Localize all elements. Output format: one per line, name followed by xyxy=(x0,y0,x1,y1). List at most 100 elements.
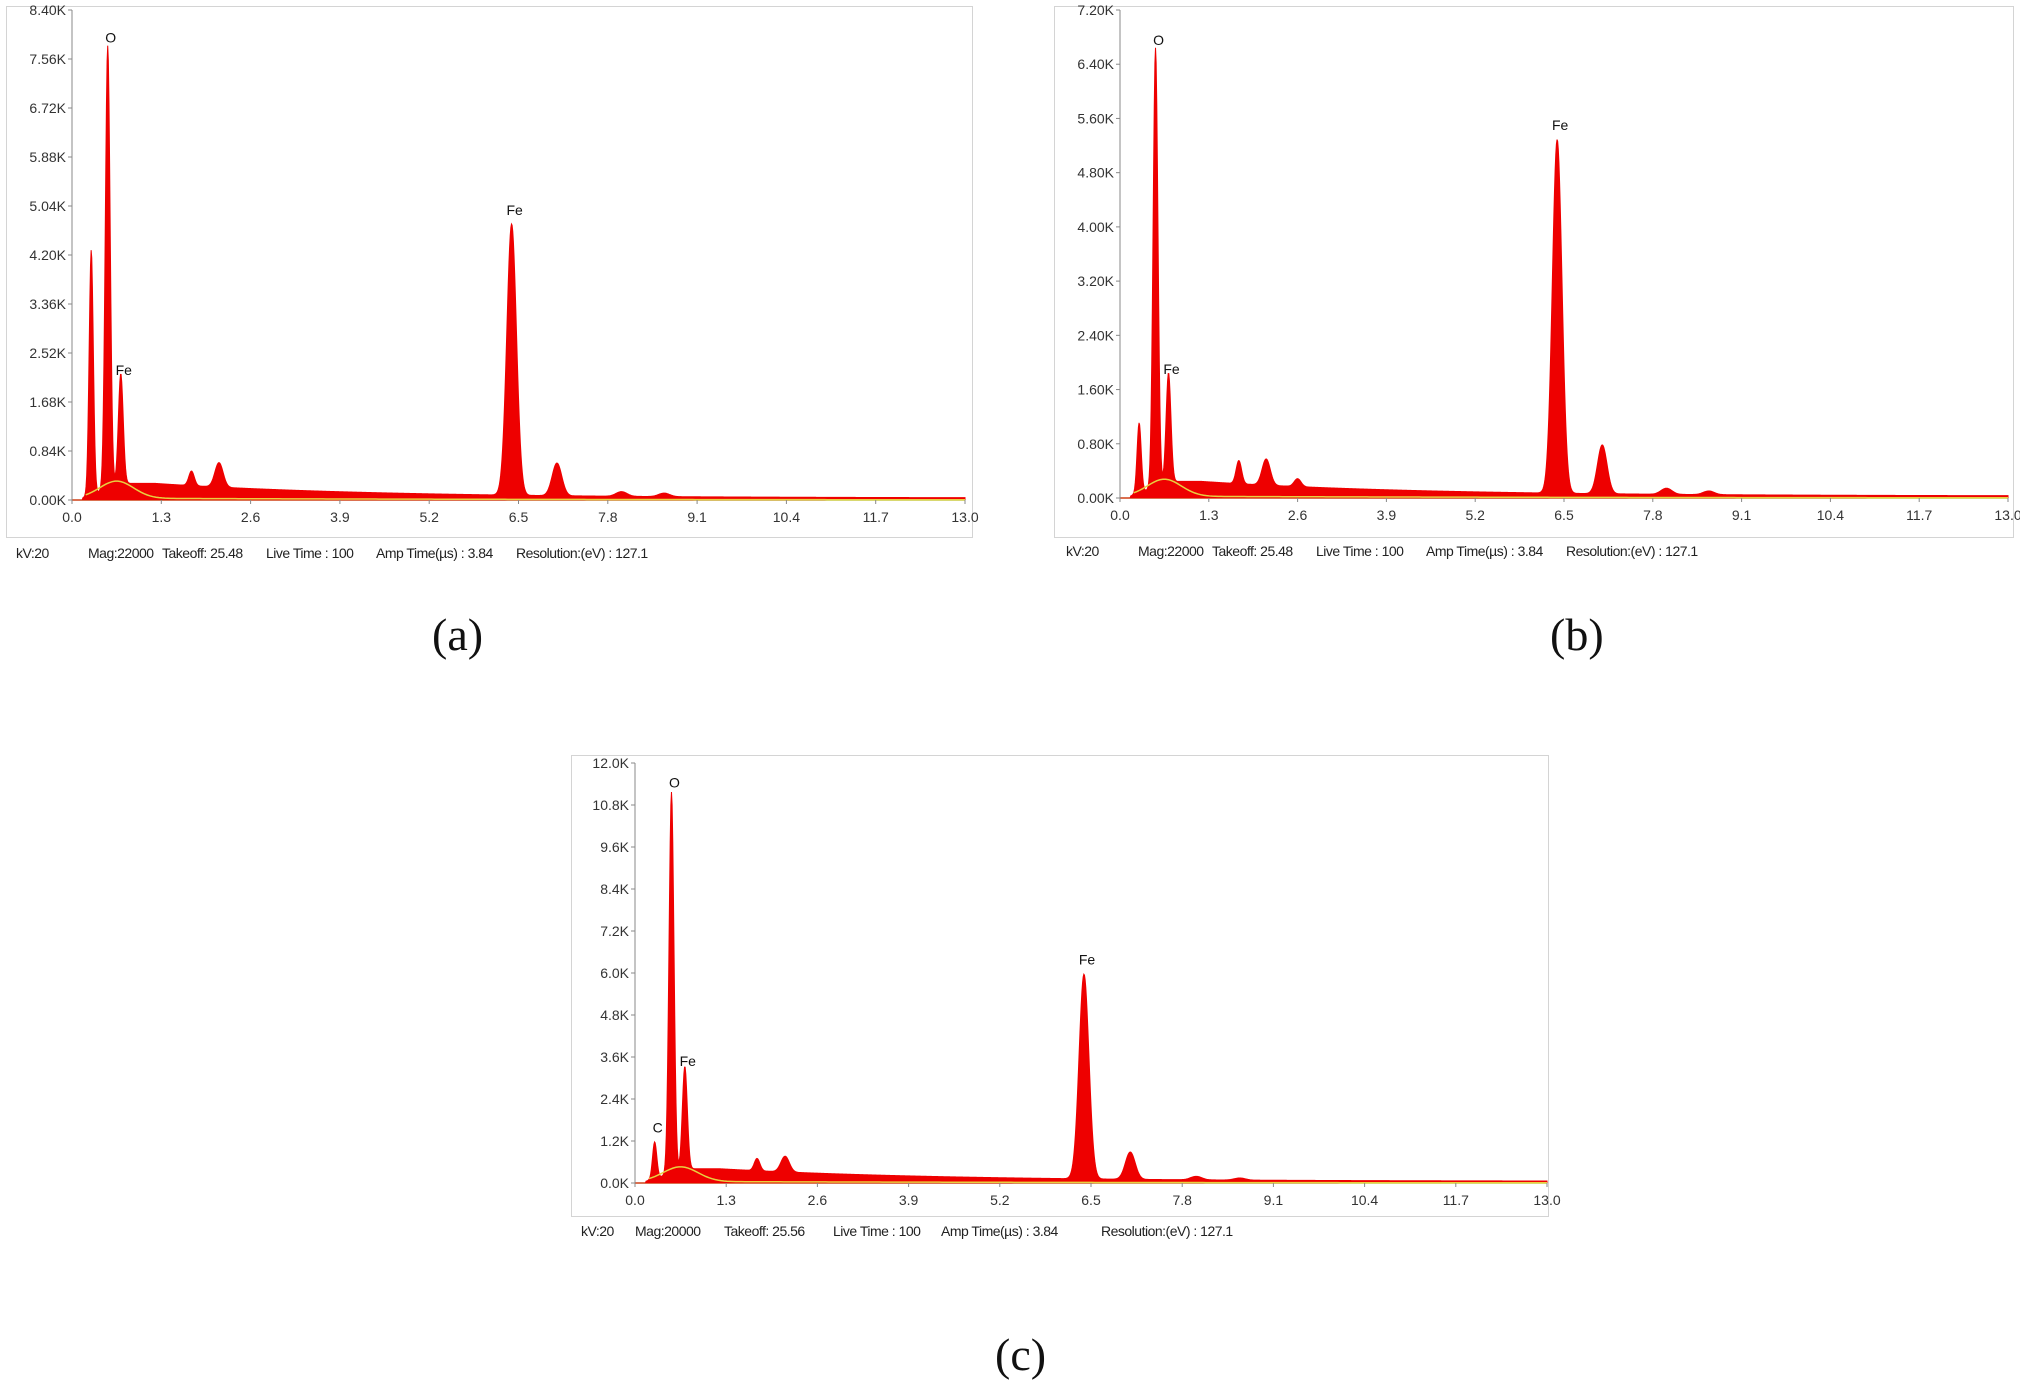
x-tick-label: 10.4 xyxy=(1817,507,1844,523)
param-amp-time: Amp Time(µs) : 3.84 xyxy=(376,545,493,561)
x-tick-label: 6.5 xyxy=(509,509,529,525)
y-tick-label: 10.8K xyxy=(592,797,629,813)
panel-c: 0.0K 1.2K 2.4K 3.6K 4.8K 6.0K 7.2K 8.4K 9.6K 10.8… xyxy=(565,745,1561,1385)
panel-b: 0.00K 0.80K 1.60K 2.40K 3.20K 4.00K 4.80K 5.60K… xyxy=(1050,0,2020,660)
y-tick-label: 5.60K xyxy=(1077,110,1114,126)
x-tick-label: 3.9 xyxy=(330,509,350,525)
y-tick-label: 4.20K xyxy=(29,247,66,263)
peak-label: Fe xyxy=(1163,361,1180,377)
bremsstrahlung-curve xyxy=(1133,478,2009,499)
y-tick-label: 5.04K xyxy=(29,198,66,214)
param-resolution: Resolution:(eV) : 127.1 xyxy=(516,545,648,561)
x-tick-label: 2.6 xyxy=(1288,507,1308,523)
panel-caption: (b) xyxy=(1550,609,1604,660)
acquisition-params: kV:20 Mag:22000 Takeoff: 25.48 Live Time… xyxy=(1066,543,2006,563)
x-tick-label: 0.0 xyxy=(62,509,82,525)
x-tick-label: 2.6 xyxy=(808,1192,828,1208)
y-tick-label: 8.4K xyxy=(600,881,629,897)
peak-label: O xyxy=(1153,32,1164,48)
peak-label: Fe xyxy=(1079,951,1096,967)
bremsstrahlung-curve xyxy=(85,480,966,501)
x-tick-label: 11.7 xyxy=(1906,507,1932,523)
peak-label: Fe xyxy=(116,362,133,378)
x-tick-label: 3.9 xyxy=(1377,507,1397,523)
spectrum-area xyxy=(1120,47,2009,499)
peak-label: O xyxy=(105,30,116,46)
acquisition-params: kV:20 Mag:22000 Takeoff: 25.48 Live Time… xyxy=(16,545,976,565)
x-tick-label: 3.9 xyxy=(899,1192,919,1208)
x-tick-label: 7.8 xyxy=(1172,1192,1192,1208)
y-tick-label: 1.2K xyxy=(600,1133,629,1149)
x-tick-label: 6.5 xyxy=(1081,1192,1101,1208)
y-tick-label: 0.80K xyxy=(1077,436,1114,452)
x-tick-label: 5.2 xyxy=(419,509,439,525)
y-tick-label: 7.2K xyxy=(600,923,629,939)
y-tick-label: 1.60K xyxy=(1077,382,1114,398)
y-tick-label: 1.68K xyxy=(29,394,66,410)
x-tick-label: 13.0 xyxy=(1994,507,2020,523)
x-tick-label: 11.7 xyxy=(1443,1192,1469,1208)
y-tick-label: 3.36K xyxy=(29,296,66,312)
y-tick-label: 9.6K xyxy=(600,839,629,855)
y-tick-label: 3.20K xyxy=(1077,273,1114,289)
y-tick-label: 4.80K xyxy=(1077,165,1114,181)
x-tick-label: 9.1 xyxy=(1732,507,1752,523)
x-tick-label: 5.2 xyxy=(1465,507,1485,523)
y-tick-label: 5.88K xyxy=(29,149,66,165)
y-tick-label: 4.8K xyxy=(600,1007,629,1023)
y-tick-label: 2.4K xyxy=(600,1091,629,1107)
spectrum-c: 0.0K 1.2K 2.4K 3.6K 4.8K 6.0K 7.2K 8.4K 9.6K 10.8… xyxy=(592,755,1560,1208)
x-tick-label: 9.1 xyxy=(1264,1192,1284,1208)
panel-frame xyxy=(6,6,973,538)
param-resolution: Resolution:(eV) : 127.1 xyxy=(1566,543,1698,559)
y-tick-label: 8.40K xyxy=(29,2,66,18)
param-kv: kV:20 xyxy=(581,1223,614,1239)
x-tick-label: 13.0 xyxy=(1533,1192,1560,1208)
panel-caption: (a) xyxy=(432,609,484,660)
x-tick-label: 7.8 xyxy=(1643,507,1663,523)
x-tick-label: 0.0 xyxy=(625,1192,645,1208)
x-tick-label: 1.3 xyxy=(1199,507,1219,523)
bremsstrahlung-curve xyxy=(648,1166,1547,1184)
param-mag: Mag:20000 xyxy=(635,1223,701,1239)
panel-a: 0.00K 0.84K 1.68K 2.52K 3.36K 4.20K 5.04K 5.88K… xyxy=(0,0,985,660)
spectrum-b: 0.00K 0.80K 1.60K 2.40K 3.20K 4.00K 4.80K 5.60K… xyxy=(1077,2,2020,523)
param-amp-time: Amp Time(µs) : 3.84 xyxy=(941,1223,1058,1239)
param-takeoff: Takeoff: 25.48 xyxy=(1212,543,1293,559)
x-tick-label: 10.4 xyxy=(1351,1192,1378,1208)
peak-label: Fe xyxy=(1552,117,1569,133)
y-tick-label: 7.20K xyxy=(1077,2,1114,18)
x-tick-label: 11.7 xyxy=(863,509,889,525)
panel-caption: (c) xyxy=(995,1329,1047,1380)
spectrum-area xyxy=(72,45,966,501)
x-tick-label: 1.3 xyxy=(152,509,172,525)
param-mag: Mag:22000 xyxy=(88,545,154,561)
param-resolution: Resolution:(eV) : 127.1 xyxy=(1101,1223,1233,1239)
y-tick-label: 2.40K xyxy=(1077,327,1114,343)
x-tick-label: 0.0 xyxy=(1110,507,1130,523)
x-tick-label: 1.3 xyxy=(716,1192,736,1208)
y-tick-label: 4.00K xyxy=(1077,219,1114,235)
param-mag: Mag:22000 xyxy=(1138,543,1204,559)
y-tick-label: 6.40K xyxy=(1077,56,1114,72)
y-tick-label: 0.00K xyxy=(29,492,66,508)
param-takeoff: Takeoff: 25.48 xyxy=(162,545,243,561)
param-live-time: Live Time : 100 xyxy=(266,545,354,561)
param-live-time: Live Time : 100 xyxy=(833,1223,921,1239)
y-tick-label: 0.00K xyxy=(1077,490,1114,506)
x-tick-label: 10.4 xyxy=(773,509,800,525)
peak-label: Fe xyxy=(506,202,523,218)
param-kv: kV:20 xyxy=(1066,543,1099,559)
x-tick-label: 7.8 xyxy=(598,509,618,525)
peak-label: C xyxy=(653,1119,663,1135)
x-tick-label: 5.2 xyxy=(990,1192,1010,1208)
y-tick-label: 6.0K xyxy=(600,965,629,981)
x-tick-label: 13.0 xyxy=(951,509,978,525)
param-kv: kV:20 xyxy=(16,545,49,561)
y-tick-label: 0.84K xyxy=(29,443,66,459)
peak-label: Fe xyxy=(680,1053,697,1069)
x-tick-label: 9.1 xyxy=(687,509,707,525)
x-tick-label: 2.6 xyxy=(241,509,261,525)
x-tick-label: 6.5 xyxy=(1554,507,1574,523)
spectrum-a: 0.00K 0.84K 1.68K 2.52K 3.36K 4.20K 5.04K 5.88K… xyxy=(29,2,978,525)
